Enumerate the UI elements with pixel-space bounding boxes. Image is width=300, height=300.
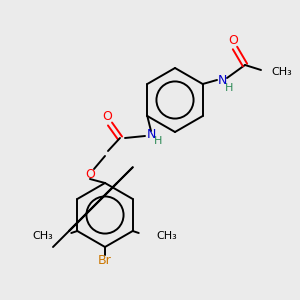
Text: H: H (154, 136, 162, 146)
Text: N: N (146, 128, 156, 140)
Text: N: N (217, 74, 227, 86)
Text: H: H (225, 83, 233, 93)
Text: CH₃: CH₃ (32, 231, 53, 241)
Text: O: O (85, 167, 95, 181)
Text: CH₃: CH₃ (157, 231, 178, 241)
Text: Br: Br (98, 254, 112, 266)
Text: CH₃: CH₃ (271, 67, 292, 77)
Text: O: O (228, 34, 238, 46)
Text: O: O (102, 110, 112, 122)
